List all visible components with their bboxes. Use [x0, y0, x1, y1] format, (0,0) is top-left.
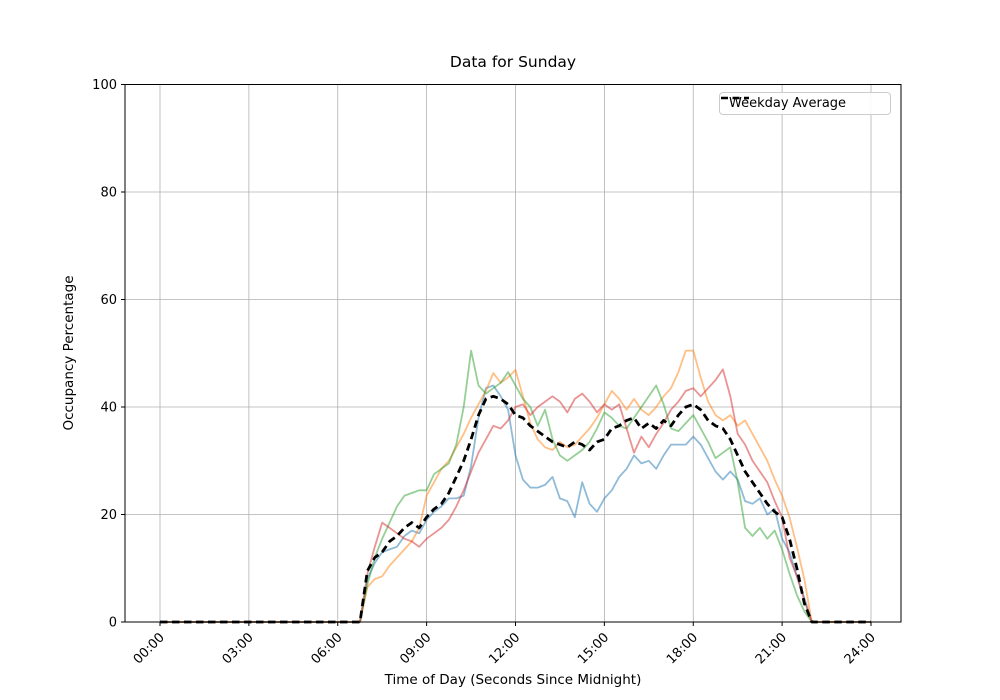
legend-dash-swatch: [721, 96, 749, 100]
x-tick-label: 18:00: [664, 630, 701, 667]
x-tick-label: 03:00: [220, 630, 257, 667]
axes-spines: [124, 84, 902, 623]
y-tick-label: 80: [100, 186, 117, 201]
x-tick-label: 15:00: [575, 630, 612, 667]
x-tick-label: 24:00: [842, 630, 879, 667]
x-tick-label: 06:00: [308, 630, 345, 667]
legend-label: Weekday Average: [729, 96, 847, 111]
y-axis-label: Occupancy Percentage: [61, 275, 77, 431]
x-tick-label: 12:00: [486, 630, 523, 667]
y-tick-label: 60: [100, 293, 117, 308]
y-tick-label: 40: [100, 401, 117, 416]
y-tick-label: 20: [100, 508, 117, 523]
plot-title: Data for Sunday: [449, 53, 577, 71]
y-tick-label: 100: [92, 78, 117, 93]
x-tick-label: 00:00: [131, 630, 168, 667]
x-axis-label: Time of Day (Seconds Since Midnight): [384, 672, 642, 688]
legend: Weekday Average: [719, 92, 891, 115]
x-tick-label: 21:00: [753, 630, 790, 667]
x-tick-label: 09:00: [397, 630, 434, 667]
weekday-average-line: [160, 394, 871, 624]
y-tick-label: 0: [109, 616, 117, 631]
